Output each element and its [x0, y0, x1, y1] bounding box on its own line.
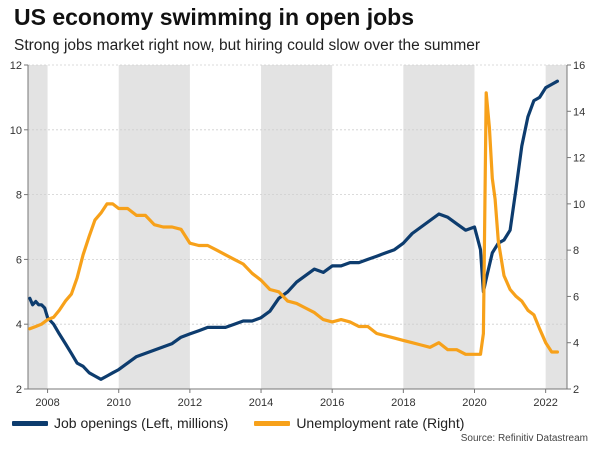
x-tick-label-2010: 2010	[106, 397, 130, 409]
left-tick-label-8: 8	[16, 190, 22, 202]
x-tick-label-2016: 2016	[320, 397, 344, 409]
right-tick-label-6: 6	[573, 291, 579, 303]
legend-label-job-openings: Job openings (Left, millions)	[54, 415, 229, 431]
right-tick-label-14: 14	[573, 106, 585, 118]
right-tick-label-10: 10	[573, 199, 585, 211]
left-tick-label-2: 2	[16, 384, 22, 396]
left-tick-label-12: 12	[10, 60, 22, 72]
x-tick-label-2014: 2014	[249, 397, 273, 409]
x-tick-label-2012: 2012	[178, 397, 202, 409]
right-tick-label-12: 12	[573, 153, 585, 165]
chart-subtitle: Strong jobs market right now, but hiring…	[14, 37, 481, 54]
legend-item-job-openings: Job openings (Left, millions)	[12, 415, 228, 431]
x-tick-label-2020: 2020	[462, 397, 486, 409]
shaded-band-2	[261, 65, 333, 389]
x-tick-label-2008: 2008	[35, 397, 59, 409]
right-tick-label-8: 8	[573, 245, 579, 257]
legend-swatch-job-openings	[12, 420, 48, 426]
chart-legend: Job openings (Left, millions) Unemployme…	[12, 415, 490, 431]
left-tick-label-4: 4	[16, 319, 22, 331]
right-tick-label-2: 2	[573, 384, 579, 396]
shaded-band-4	[545, 65, 567, 389]
left-tick-label-10: 10	[10, 125, 22, 137]
legend-swatch-unemployment-rate	[254, 420, 291, 426]
left-tick-label-6: 6	[16, 254, 22, 266]
right-tick-label-16: 16	[573, 60, 585, 72]
legend-label-unemployment-rate: Unemployment rate (Right)	[296, 415, 465, 431]
legend-item-unemployment-rate: Unemployment rate (Right)	[254, 415, 464, 431]
series-line-unemployment-rate	[28, 91, 559, 356]
right-tick-label-4: 4	[573, 338, 579, 350]
x-tick-label-2022: 2022	[533, 397, 557, 409]
chart-title: US economy swimming in open jobs	[14, 4, 414, 30]
source-note: Source: Refinitiv Datastream	[460, 433, 588, 444]
shaded-band-0	[28, 65, 48, 389]
x-tick-label-2018: 2018	[391, 397, 415, 409]
line-chart: 2 4 6 8 10 12 2 4 6 8 10 12 14 16 2008 2010 2012 2014 2016…	[10, 60, 586, 409]
